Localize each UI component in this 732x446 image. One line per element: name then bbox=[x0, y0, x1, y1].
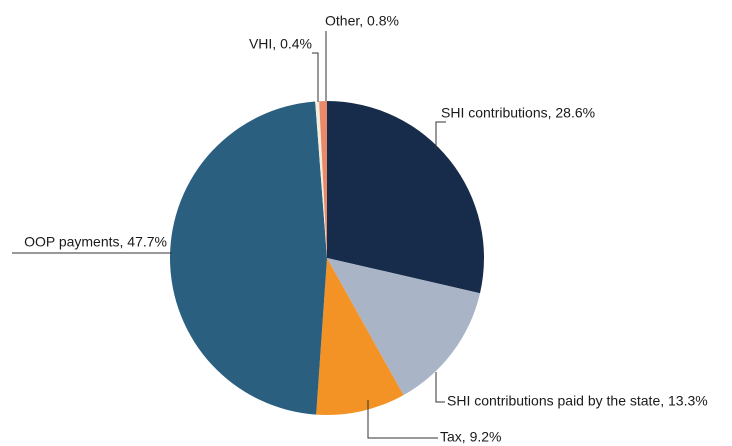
pie-slice bbox=[315, 101, 327, 258]
slice-label: SHI contributions paid by the state, 13.… bbox=[447, 393, 708, 409]
leader-line bbox=[435, 372, 445, 403]
leader-line bbox=[367, 400, 438, 439]
pie-slice bbox=[327, 258, 481, 396]
slice-label: SHI contributions, 28.6% bbox=[441, 105, 595, 121]
pie-slice bbox=[319, 101, 327, 258]
slice-label: OOP payments, 47.7% bbox=[24, 234, 167, 250]
slice-label: VHI, 0.4% bbox=[249, 36, 312, 52]
leader-line bbox=[435, 121, 446, 150]
slice-label: Other, 0.8% bbox=[325, 13, 399, 29]
pie-slice bbox=[327, 101, 485, 294]
leader-line bbox=[312, 52, 319, 102]
pie-slice bbox=[169, 101, 327, 415]
pie-slice bbox=[316, 258, 404, 415]
slice-label: Tax, 9.2% bbox=[440, 429, 501, 445]
